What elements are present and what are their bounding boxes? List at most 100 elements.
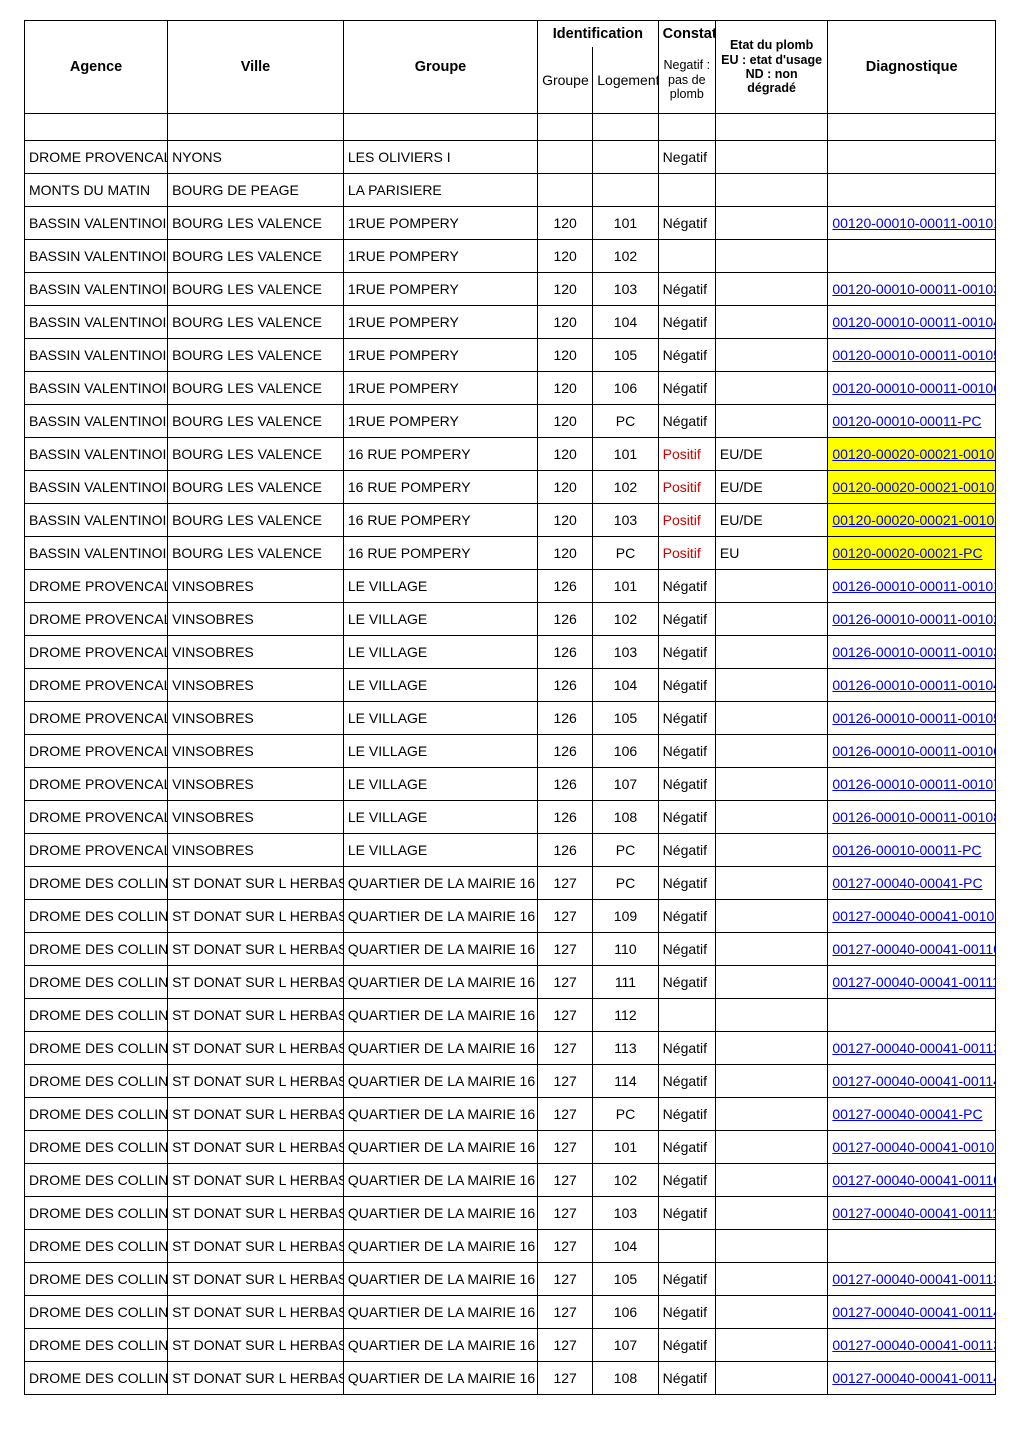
cell-grp-num: 126 xyxy=(538,702,593,735)
cell-diagnostique[interactable]: 00120-00020-00021-00101 xyxy=(828,438,996,471)
cell-ville: BOURG LES VALENCE xyxy=(168,273,344,306)
diagnostique-link[interactable]: 00126-00010-00011-00106 xyxy=(832,743,995,759)
cell-diagnostique[interactable]: 00126-00010-00011-00104 xyxy=(828,669,996,702)
diagnostique-link[interactable]: 00120-00010-00011-00105 xyxy=(832,347,995,363)
cell-agence: BASSIN VALENTINOIS xyxy=(25,438,168,471)
diagnostique-link[interactable]: 00126-00010-00011-00108 xyxy=(832,809,995,825)
cell-diagnostique[interactable]: 00120-00010-00011-00105 xyxy=(828,339,996,372)
cell-diagnostique xyxy=(828,1230,996,1263)
diagnostique-link[interactable]: 00127-00040-00041-00109 xyxy=(832,1139,995,1155)
cell-diagnostique[interactable]: 00126-00010-00011-00101 xyxy=(828,570,996,603)
cell-diagnostique[interactable]: 00126-00010-00011-PC xyxy=(828,834,996,867)
diagnostique-link[interactable]: 00127-00040-00041-00111 xyxy=(832,974,995,990)
diagnostique-link[interactable]: 00126-00010-00011-PC xyxy=(832,842,981,858)
table-row: DROME DES COLLINESST DONAT SUR L HERBASS… xyxy=(25,1098,996,1131)
cell-ville: BOURG DE PEAGE xyxy=(168,174,344,207)
diagnostique-link[interactable]: 00127-00040-00041-PC xyxy=(832,875,982,891)
diagnostique-link[interactable]: 00126-00010-00011-00103 xyxy=(832,644,995,660)
cell-diagnostique[interactable]: 00127-00040-00041-00113 xyxy=(828,1032,996,1065)
diagnostique-link[interactable]: 00127-00040-00041-00114 xyxy=(832,1304,995,1320)
cell-groupe: QUARTIER DE LA MAIRIE 16 xyxy=(343,1065,537,1098)
cell-ville: NYONS xyxy=(168,141,344,174)
cell-diagnostique[interactable]: 00120-00010-00011-00103 xyxy=(828,273,996,306)
cell-ville: BOURG LES VALENCE xyxy=(168,207,344,240)
cell-diagnostique[interactable]: 00126-00010-00011-00106 xyxy=(828,735,996,768)
cell-groupe: QUARTIER DE LA MAIRIE 16 xyxy=(343,933,537,966)
diagnostique-link[interactable]: 00120-00020-00021-00101 xyxy=(832,446,995,462)
table-row: DROME DES COLLINESST DONAT SUR L HERBASS… xyxy=(25,1230,996,1263)
cell-diagnostique[interactable]: 00127-00040-00041-00111 xyxy=(828,1197,996,1230)
diagnostique-link[interactable]: 00127-00040-00041-00113 xyxy=(832,1337,995,1353)
diagnostique-link[interactable]: 00127-00040-00041-PC xyxy=(832,1106,982,1122)
diagnostique-link[interactable]: 00127-00040-00041-00110 xyxy=(832,1172,995,1188)
diagnostique-link[interactable]: 00120-00020-00021-PC xyxy=(832,545,982,561)
cell-diagnostique[interactable]: 00127-00040-00041-00110 xyxy=(828,933,996,966)
cell-diagnostique[interactable]: 00126-00010-00011-00105 xyxy=(828,702,996,735)
cell-diagnostique[interactable]: 00127-00040-00041-00113 xyxy=(828,1263,996,1296)
cell-diagnostique[interactable]: 00127-00040-00041-00111 xyxy=(828,966,996,999)
cell-agence: DROME DES COLLINES xyxy=(25,933,168,966)
cell-constat: Négatif xyxy=(658,306,715,339)
diagnostique-link[interactable]: 00127-00040-00041-00111 xyxy=(832,1205,995,1221)
cell-diagnostique[interactable]: 00120-00020-00021-00103 xyxy=(828,504,996,537)
cell-logement: PC xyxy=(593,834,658,867)
diagnostique-link[interactable]: 00120-00010-00011-PC xyxy=(832,413,981,429)
table-row: DROME DES COLLINESST DONAT SUR L HERBASS… xyxy=(25,1065,996,1098)
table-header: Agence Ville Groupe Identification Const… xyxy=(25,21,996,114)
cell-diagnostique[interactable]: 00127-00040-00041-00110 xyxy=(828,1164,996,1197)
cell-diagnostique[interactable]: 00120-00010-00011-00106 xyxy=(828,372,996,405)
diagnostique-link[interactable]: 00126-00010-00011-00101 xyxy=(832,578,995,594)
cell-diagnostique[interactable]: 00127-00040-00041-00109 xyxy=(828,1131,996,1164)
cell-diagnostique[interactable]: 00126-00010-00011-00103 xyxy=(828,636,996,669)
diagnostique-link[interactable]: 00127-00040-00041-00113 xyxy=(832,1271,995,1287)
diagnostique-link[interactable]: 00127-00040-00041-00110 xyxy=(832,941,995,957)
diagnostique-link[interactable]: 00120-00020-00021-00103 xyxy=(832,512,995,528)
cell-agence: DROME PROVENCALE xyxy=(25,141,168,174)
cell-agence: BASSIN VALENTINOIS xyxy=(25,504,168,537)
diagnostique-link[interactable]: 00120-00020-00021-00102 xyxy=(832,479,995,495)
cell-ville: ST DONAT SUR L HERBASSE xyxy=(168,1230,344,1263)
diagnostique-link[interactable]: 00120-00010-00011-00101 xyxy=(832,215,995,231)
cell-diagnostique[interactable]: 00127-00040-00041-00114 xyxy=(828,1362,996,1395)
cell-etat xyxy=(715,801,827,834)
cell-diagnostique[interactable]: 00126-00010-00011-00108 xyxy=(828,801,996,834)
cell-grp-num: 120 xyxy=(538,537,593,570)
cell-etat: EU/DE xyxy=(715,471,827,504)
cell-etat xyxy=(715,1329,827,1362)
cell-grp-num: 127 xyxy=(538,1263,593,1296)
diagnostique-link[interactable]: 00126-00010-00011-00107 xyxy=(832,776,995,792)
cell-ville: VINSOBRES xyxy=(168,834,344,867)
cell-diagnostique[interactable]: 00120-00010-00011-PC xyxy=(828,405,996,438)
diagnostique-link[interactable]: 00126-00010-00011-00102 xyxy=(832,611,995,627)
cell-diagnostique[interactable]: 00120-00020-00021-PC xyxy=(828,537,996,570)
cell-logement: 106 xyxy=(593,372,658,405)
diagnostique-link[interactable]: 00120-00010-00011-00103 xyxy=(832,281,995,297)
diagnostique-link[interactable]: 00120-00010-00011-00104 xyxy=(832,314,995,330)
cell-diagnostique[interactable]: 00127-00040-00041-PC xyxy=(828,867,996,900)
cell-diagnostique[interactable]: 00127-00040-00041-00114 xyxy=(828,1065,996,1098)
diagnostique-link[interactable]: 00127-00040-00041-00114 xyxy=(832,1073,995,1089)
diagnostique-link[interactable]: 00127-00040-00041-00113 xyxy=(832,1040,995,1056)
cell-agence: BASSIN VALENTINOIS xyxy=(25,537,168,570)
cell-constat: Négatif xyxy=(658,1362,715,1395)
diagnostique-link[interactable]: 00126-00010-00011-00105 xyxy=(832,710,995,726)
cell-diagnostique[interactable]: 00126-00010-00011-00107 xyxy=(828,768,996,801)
diagnostique-link[interactable]: 00127-00040-00041-00114 xyxy=(832,1370,995,1386)
cell-groupe: QUARTIER DE LA MAIRIE 16 xyxy=(343,867,537,900)
cell-diagnostique[interactable]: 00127-00040-00041-PC xyxy=(828,1098,996,1131)
cell-logement: 102 xyxy=(593,1164,658,1197)
cell-diagnostique[interactable]: 00120-00010-00011-00101 xyxy=(828,207,996,240)
cell-diagnostique[interactable]: 00127-00040-00041-00109 xyxy=(828,900,996,933)
cell-ville: ST DONAT SUR L HERBASSE xyxy=(168,1197,344,1230)
cell-diagnostique[interactable]: 00126-00010-00011-00102 xyxy=(828,603,996,636)
diagnostique-link[interactable]: 00127-00040-00041-00109 xyxy=(832,908,995,924)
cell-diagnostique[interactable]: 00127-00040-00041-00114 xyxy=(828,1296,996,1329)
diagnostique-link[interactable]: 00126-00010-00011-00104 xyxy=(832,677,995,693)
cell-agence: BASSIN VALENTINOIS xyxy=(25,372,168,405)
cell-diagnostique[interactable]: 00120-00020-00021-00102 xyxy=(828,471,996,504)
cell-etat xyxy=(715,702,827,735)
cell-diagnostique[interactable]: 00120-00010-00011-00104 xyxy=(828,306,996,339)
diagnostique-link[interactable]: 00120-00010-00011-00106 xyxy=(832,380,995,396)
table-row: DROME PROVENCALEVINSOBRESLE VILLAGE12610… xyxy=(25,801,996,834)
cell-diagnostique[interactable]: 00127-00040-00041-00113 xyxy=(828,1329,996,1362)
